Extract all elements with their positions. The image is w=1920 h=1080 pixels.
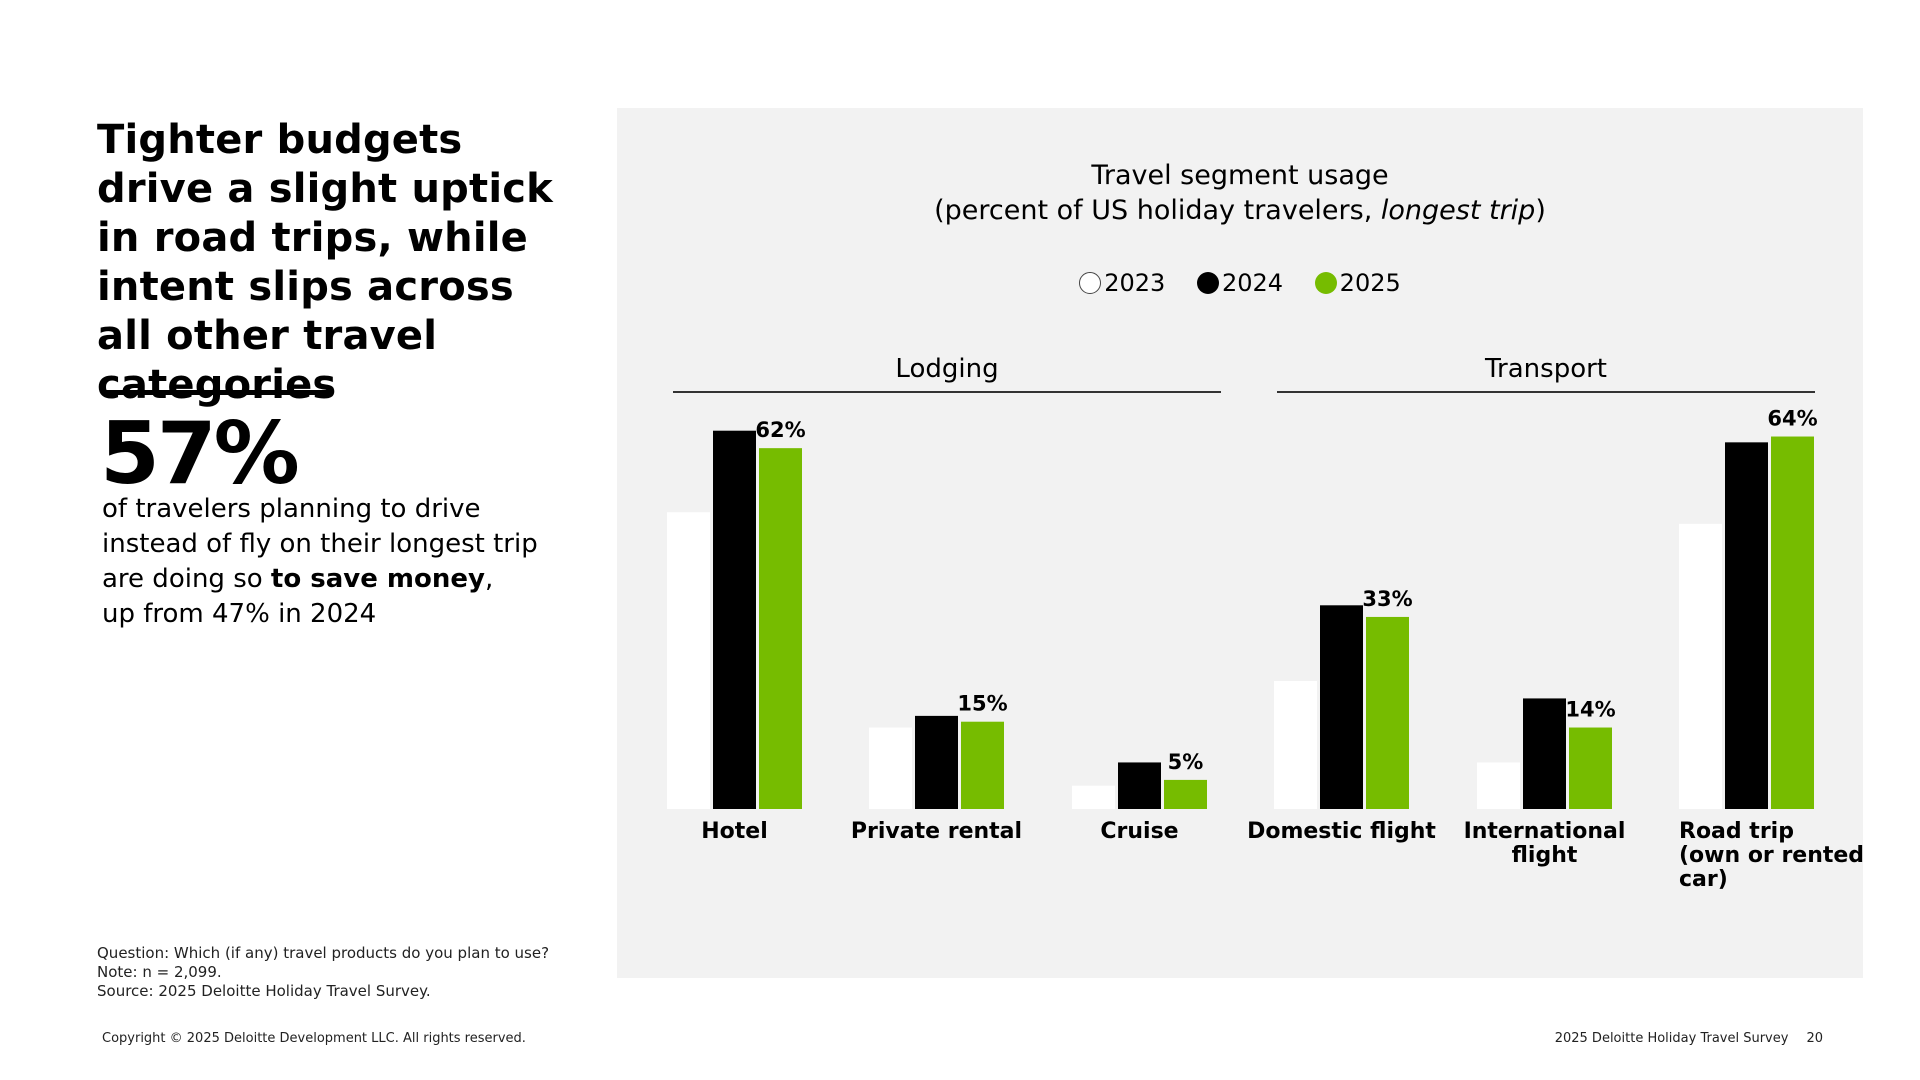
group-label-lodging: Lodging (895, 354, 999, 384)
big-stat-value: 57% (100, 404, 300, 504)
bar-cruise-2024 (1118, 762, 1161, 809)
bar-international-flight-2025 (1569, 727, 1612, 809)
chart-notes: Question: Which (if any) travel products… (97, 944, 617, 1001)
legend-swatch-2025 (1314, 272, 1337, 294)
legend-swatch-2023 (1079, 272, 1102, 294)
stat-description: of travelers planning to drive instead o… (102, 492, 582, 632)
sample-note: Note: n = 2,099. (97, 963, 222, 981)
chart-legend: 2023 2024 2025 (617, 268, 1863, 297)
bar-hotel-2024 (713, 430, 756, 809)
category-label-international-flight: International flight (1463, 819, 1626, 868)
bar-domestic-flight-2025 (1366, 616, 1409, 809)
bar-road-trip-own-or-rented-car-2025 (1771, 436, 1814, 809)
stat-line-2: instead of fly on their longest trip (102, 529, 538, 559)
legend-item-2023: 2023 (1079, 269, 1165, 297)
category-label-hotel: Hotel (701, 819, 768, 844)
stat-line-4: up from 47% in 2024 (102, 599, 377, 629)
chart-title-line-1: Travel segment usage (1091, 160, 1389, 191)
footer-right: 2025 Deloitte Holiday Travel Survey 20 (1555, 1031, 1823, 1046)
headline: Tighter budgets drive a slight uptick in… (97, 117, 553, 408)
survey-name: 2025 Deloitte Holiday Travel Survey (1554, 1031, 1789, 1046)
chart-panel: Travel segment usage (percent of US holi… (617, 108, 1864, 978)
question-note: Question: Which (if any) travel products… (97, 944, 550, 962)
bar-hotel-2023 (667, 512, 710, 809)
chart-title-line-2: (percent of US holiday travelers, longes… (934, 195, 1546, 226)
group-label-transport: Transport (1484, 354, 1607, 384)
bar-international-flight-2023 (1477, 762, 1520, 809)
legend-swatch-2024 (1196, 272, 1219, 294)
data-label-domestic-flight: 33% (1362, 587, 1412, 611)
page-number: 20 (1806, 1031, 1823, 1046)
bar-hotel-2025 (759, 448, 802, 809)
category-label-road-trip-own-or-rented-car: Road trip (own or rented car) (1679, 819, 1865, 892)
bar-cruise-2023 (1072, 785, 1115, 809)
chart-title: Travel segment usage (percent of US holi… (617, 158, 1863, 228)
data-label-hotel: 62% (755, 418, 805, 442)
data-label-international-flight: 14% (1565, 698, 1615, 722)
bar-domestic-flight-2024 (1320, 605, 1363, 809)
group-line-lodging (673, 391, 1221, 393)
stat-line-1: of travelers planning to drive (102, 494, 481, 524)
category-label-cruise: Cruise (1100, 819, 1179, 844)
bar-private-rental-2025 (961, 721, 1004, 809)
bar-chart: 62% 15% 5% 33% 14% 64% (667, 407, 1818, 809)
category-label-domestic-flight: Domestic flight (1247, 819, 1436, 844)
bar-road-trip-own-or-rented-car-2024 (1725, 442, 1768, 809)
data-label-cruise: 5% (1168, 750, 1204, 774)
bar-international-flight-2024 (1523, 698, 1566, 809)
stat-line-3: are doing so to save money, (102, 564, 494, 594)
group-line-transport (1277, 391, 1815, 393)
bar-domestic-flight-2023 (1274, 680, 1317, 809)
copyright: Copyright © 2025 Deloitte Development LL… (102, 1031, 526, 1046)
bar-private-rental-2024 (915, 715, 958, 809)
bar-cruise-2025 (1164, 779, 1207, 809)
data-label-road-trip-own-or-rented-car: 64% (1767, 407, 1817, 431)
data-label-private-rental: 15% (957, 692, 1007, 716)
legend-item-2025: 2025 (1314, 269, 1401, 297)
legend-item-2024: 2024 (1196, 269, 1283, 297)
bar-road-trip-own-or-rented-car-2023 (1679, 523, 1722, 809)
bar-private-rental-2023 (869, 727, 912, 809)
headline-divider (102, 390, 332, 395)
category-label-private-rental: Private rental (850, 819, 1023, 844)
source-note: Source: 2025 Deloitte Holiday Travel Sur… (97, 982, 431, 1000)
stat-emphasis: to save money (270, 564, 485, 594)
